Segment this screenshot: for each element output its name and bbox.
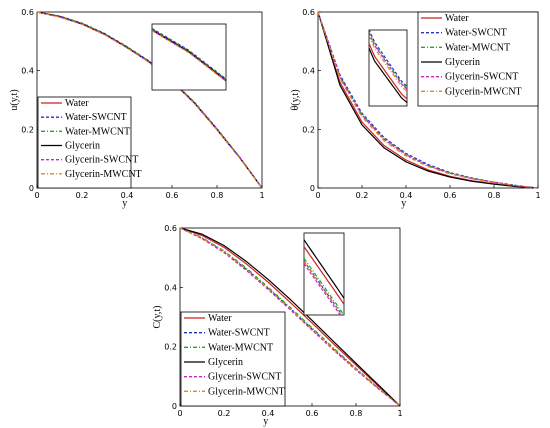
series-line-glycerin (179, 227, 401, 407)
y-axis-label: u(y,t) (9, 89, 20, 110)
legend-label: Water-SWCNT (208, 328, 270, 339)
legend-label: Glycerin-MWCNT (65, 169, 142, 180)
y-tick-label: 0 (310, 184, 315, 193)
y-tick-label: 0.6 (164, 224, 177, 233)
x-tick-label: 0.2 (76, 191, 89, 200)
y-axis-label: C(y,t) (152, 306, 163, 329)
panel-C: 0 0.2 0.4 0.6 0.8 1 0 0.2 0.4 0.6 y C(y,t) Water Wate… (152, 224, 403, 427)
panel-theta: 0 0.2 0.4 0.6 0.8 1 0 0.2 0.4 0.6 y θ(y,t) Water Wate… (290, 8, 541, 209)
legend-label: Glycerin (208, 357, 243, 368)
y-tick-label: 0.2 (302, 125, 315, 134)
x-tick-label: 0.6 (444, 191, 457, 200)
legend-label: Glycerin (445, 57, 480, 68)
x-tick-label: 0.6 (306, 409, 319, 418)
y-tick-label: 0.6 (21, 8, 34, 17)
x-axis-label: y (263, 416, 268, 427)
x-axis-label: y (401, 198, 406, 209)
y-axis-label: θ(y,t) (290, 89, 301, 110)
x-tick-label: 1 (535, 191, 540, 200)
y-tick-label: 0.2 (164, 343, 177, 352)
series-line-glycerin (317, 11, 539, 189)
legend-box (37, 96, 132, 189)
legend-label: Water (208, 313, 232, 324)
x-tick-label: 0.2 (356, 191, 369, 200)
y-tick-label: 0.4 (164, 283, 177, 292)
legend-label: Water (65, 98, 89, 109)
zoom-inset (303, 232, 345, 316)
x-tick-label: 0.8 (211, 191, 224, 200)
x-tick-label: 0.4 (400, 191, 413, 200)
legend-label: Glycerin (65, 141, 100, 152)
inset-line-glycerin-swcnt (304, 263, 341, 315)
x-tick-label: 1 (259, 191, 264, 200)
x-tick-label: 0.8 (488, 191, 501, 200)
inset-line-water (369, 43, 407, 100)
x-tick-label: 0.6 (166, 191, 179, 200)
legend-box (417, 11, 539, 107)
legend-label: Glycerin-MWCNT (208, 386, 285, 397)
panel-u: 0 0.2 0.4 0.6 0.8 1 0 0.2 0.4 0.6 y u(y,t) Water Wate… (9, 8, 265, 209)
legend-label: Water-MWCNT (208, 342, 273, 353)
legend-label: Water-SWCNT (445, 28, 507, 39)
plot-frame (36, 11, 263, 189)
legend-label: Glycerin-SWCNT (445, 72, 518, 83)
legend-label: Glycerin-SWCNT (65, 155, 138, 166)
inset-line-glycerin-mwcnt (369, 35, 407, 92)
x-tick-label: 0.2 (218, 409, 231, 418)
legend-box (180, 311, 286, 407)
legend-label: Water-MWCNT (445, 42, 510, 53)
legend-label: Glycerin-SWCNT (208, 372, 281, 383)
zoom-inset (151, 23, 227, 91)
y-tick-label: 0 (29, 184, 34, 193)
inset-line-water-mwcnt (304, 257, 344, 315)
inset-line-glycerin-swcnt (369, 32, 407, 90)
x-tick-label: 1 (397, 409, 402, 418)
legend-label: Water (445, 13, 469, 24)
x-axis-label: y (122, 198, 127, 209)
y-tick-label: 0 (172, 402, 177, 411)
plot-frame (179, 227, 401, 407)
legend-label: Water-SWCNT (65, 112, 127, 123)
series-line-water (179, 227, 401, 407)
legend-label: Water-MWCNT (65, 126, 130, 137)
inset-line-water (304, 246, 344, 305)
x-tick-label: 0.4 (121, 191, 134, 200)
y-tick-label: 0.4 (302, 67, 315, 76)
x-tick-label: 0 (315, 191, 320, 200)
x-tick-label: 0.4 (262, 409, 275, 418)
inset-line-glycerin (304, 239, 344, 299)
series-line-water-mwcnt (179, 227, 401, 407)
series-line-glycerin-mwcnt (36, 11, 263, 189)
legend-label: Glycerin-MWCNT (445, 86, 522, 97)
y-tick-label: 0.2 (21, 125, 34, 134)
x-tick-label: 0 (177, 409, 182, 418)
inset-line-glycerin-mwcnt (152, 30, 226, 82)
inset-line-water-swcnt (369, 30, 407, 87)
y-tick-label: 0.4 (21, 67, 34, 76)
inset-line-water-mwcnt (152, 28, 226, 80)
y-tick-label: 0.6 (302, 8, 315, 17)
series-line-glycerin-mwcnt (179, 227, 401, 407)
inset-line-glycerin (369, 47, 407, 103)
series-line-glycerin-mwcnt (317, 11, 539, 189)
x-tick-label: 0.8 (350, 409, 363, 418)
x-tick-label: 0 (34, 191, 39, 200)
inset-line-glycerin-mwcnt (304, 261, 343, 315)
